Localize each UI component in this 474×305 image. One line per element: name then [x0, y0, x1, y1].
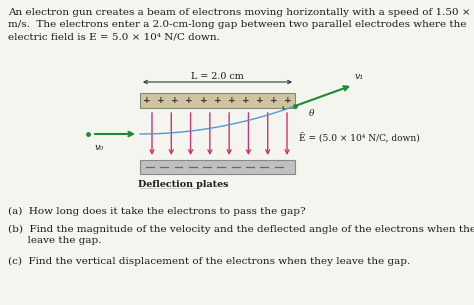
Text: +: +	[185, 96, 193, 105]
Text: +: +	[228, 96, 236, 105]
Text: +: +	[172, 96, 179, 105]
Text: m/s.  The electrons enter a 2.0-cm-long gap between two parallel electrodes wher: m/s. The electrons enter a 2.0-cm-long g…	[8, 20, 466, 29]
Text: An electron gun creates a beam of electrons moving horizontally with a speed of : An electron gun creates a beam of electr…	[8, 8, 474, 17]
Text: Deflection plates: Deflection plates	[138, 180, 228, 189]
Text: v₁: v₁	[355, 72, 364, 81]
Bar	[140, 93, 295, 108]
Text: +: +	[270, 96, 278, 105]
Text: θ: θ	[309, 109, 314, 118]
Text: +: +	[214, 96, 221, 105]
Text: +: +	[200, 96, 207, 105]
Text: +: +	[256, 96, 264, 105]
Text: L = 2.0 cm: L = 2.0 cm	[191, 72, 244, 81]
Text: +: +	[242, 96, 249, 105]
Text: electric field is E = 5.0 × 10⁴ N/C down.: electric field is E = 5.0 × 10⁴ N/C down…	[8, 32, 220, 41]
Text: (b)  Find the magnitude of the velocity and the deflected angle of the electrons: (b) Find the magnitude of the velocity a…	[8, 225, 474, 234]
Bar	[140, 160, 295, 174]
Text: v₀: v₀	[95, 143, 104, 152]
Text: +: +	[157, 96, 165, 105]
Text: (a)  How long does it take the electrons to pass the gap?: (a) How long does it take the electrons …	[8, 207, 306, 216]
Text: Ē = (5.0 × 10⁴ N/C, down): Ē = (5.0 × 10⁴ N/C, down)	[299, 133, 420, 143]
Text: (c)  Find the vertical displacement of the electrons when they leave the gap.: (c) Find the vertical displacement of th…	[8, 257, 410, 266]
Text: +: +	[143, 96, 151, 105]
Text: +: +	[284, 96, 292, 105]
Text: leave the gap.: leave the gap.	[8, 236, 101, 245]
